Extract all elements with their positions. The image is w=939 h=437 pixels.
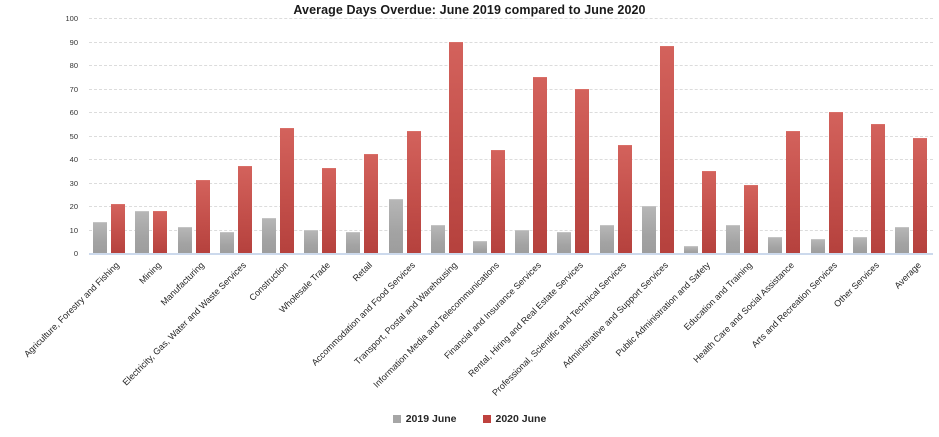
- legend-swatch-2019: [392, 415, 401, 423]
- x-axis-label-7: Accommodation and Food Services: [309, 260, 417, 368]
- bar-2020-17: [828, 112, 843, 254]
- gridline-90: [89, 41, 933, 43]
- x-axis-label-8: Transport, Postal and Warehousing: [352, 260, 459, 367]
- bar-2019-4: [261, 217, 276, 254]
- bar-2020-18: [870, 123, 885, 254]
- x-axis-label-18: Other Services: [831, 260, 881, 310]
- bar-2019-0: [93, 222, 108, 254]
- legend: 2019 June 2020 June: [0, 413, 939, 425]
- gridline-50: [89, 135, 933, 137]
- gridline-100: [89, 18, 933, 19]
- bar-2019-7: [388, 198, 403, 254]
- bar-2019-17: [810, 238, 825, 254]
- bar-2019-10: [515, 229, 530, 254]
- bar-2019-16: [768, 236, 783, 254]
- x-axis-label-2: Manufacturing: [158, 260, 206, 308]
- x-axis-label-10: Financial and Insurance Services: [442, 260, 544, 361]
- bar-2019-13: [641, 206, 656, 254]
- x-axis-label-12: Professional, Scientific and Technical S…: [489, 260, 628, 398]
- y-tick-label-30: 30: [69, 178, 78, 188]
- x-axis-line: [89, 253, 933, 255]
- bar-2020-6: [364, 154, 379, 254]
- bar-2020-7: [406, 130, 421, 254]
- bar-2020-16: [786, 130, 801, 254]
- x-axis-label-11: Rental, Hiring and Real Estate Services: [466, 260, 586, 379]
- gridline-20: [89, 206, 933, 207]
- chart-title: Average Days Overdue: June 2019 compared…: [293, 3, 646, 17]
- y-tick-label-40: 40: [69, 155, 78, 164]
- x-axis-label-13: Administrative and Support Services: [560, 260, 670, 370]
- x-axis-label-4: Construction: [247, 260, 290, 303]
- bar-2019-18: [852, 236, 867, 254]
- bar-2019-15: [726, 224, 741, 254]
- bar-2020-13: [659, 46, 674, 254]
- bar-2019-14: [683, 245, 698, 254]
- bar-2020-15: [744, 184, 759, 254]
- x-axis-label-0: Agriculture, Forestry and Fishing: [22, 260, 122, 360]
- bar-2019-12: [599, 224, 614, 254]
- y-tick-label-20: 20: [69, 202, 78, 211]
- bar-2020-11: [575, 88, 590, 254]
- bar-2020-19: [912, 137, 927, 254]
- y-tick-label-80: 80: [69, 61, 78, 70]
- legend-label-2019: 2019 June: [405, 413, 457, 425]
- bar-2020-1: [153, 210, 168, 254]
- gridline-40: [89, 159, 933, 160]
- y-tick-label-90: 90: [69, 37, 78, 47]
- gridline-80: [89, 65, 933, 66]
- x-axis-label-5: Wholesale Trade: [277, 260, 333, 315]
- x-axis-label-16: Health Care and Social Assistance: [691, 260, 797, 365]
- bar-2019-1: [135, 210, 150, 254]
- y-tick-label-100: 100: [65, 14, 78, 23]
- x-axis-label-15: Education and Training: [681, 260, 755, 333]
- bar-2019-5: [304, 229, 319, 254]
- legend-swatch-2020: [482, 415, 491, 423]
- x-axis-label-6: Retail: [351, 260, 375, 284]
- bar-2020-9: [490, 149, 505, 254]
- y-tick-label-0: 0: [73, 249, 78, 258]
- x-axis-label-14: Public Administration and Safety: [613, 260, 712, 359]
- bar-2020-5: [322, 168, 337, 254]
- gridline-70: [89, 88, 933, 90]
- gridline-60: [89, 112, 933, 113]
- legend-item-2019: 2019 June: [392, 413, 457, 425]
- bar-2020-4: [279, 128, 294, 254]
- bar-2019-9: [472, 241, 487, 254]
- bar-2020-14: [701, 170, 716, 254]
- plot-area: [89, 18, 933, 255]
- y-tick-label-50: 50: [69, 131, 78, 141]
- y-tick-label-60: 60: [69, 108, 78, 117]
- bar-2019-2: [177, 227, 192, 254]
- y-axis: 0 10 20 30 40 50 60 70 80 90 100: [0, 15, 80, 258]
- bar-2020-2: [195, 180, 210, 254]
- bar-2019-3: [219, 231, 234, 254]
- legend-label-2020: 2020 June: [495, 413, 547, 425]
- y-tick-label-70: 70: [69, 84, 78, 94]
- x-axis-label-9: Information Media and Telecommunications: [371, 260, 501, 390]
- bar-2019-8: [430, 224, 445, 254]
- bar-2020-10: [533, 76, 548, 254]
- bar-2020-8: [448, 41, 463, 254]
- x-axis-label-3: Electricity, Gas, Water and Waste Servic…: [120, 260, 248, 388]
- bar-2019-19: [894, 227, 909, 254]
- gridline-10: [89, 229, 933, 231]
- x-axis-label-17: Arts and Recreation Services: [749, 260, 839, 350]
- bar-2020-12: [617, 144, 632, 254]
- y-tick-label-10: 10: [69, 225, 78, 235]
- bar-2019-11: [557, 231, 572, 254]
- gridline-30: [89, 182, 933, 184]
- legend-item-2020: 2020 June: [482, 413, 547, 425]
- x-axis-label-19: Average: [892, 260, 923, 291]
- bar-2020-3: [237, 166, 252, 254]
- x-axis-label-1: Mining: [137, 260, 164, 286]
- bar-2020-0: [111, 203, 126, 254]
- bar-2019-6: [346, 231, 361, 254]
